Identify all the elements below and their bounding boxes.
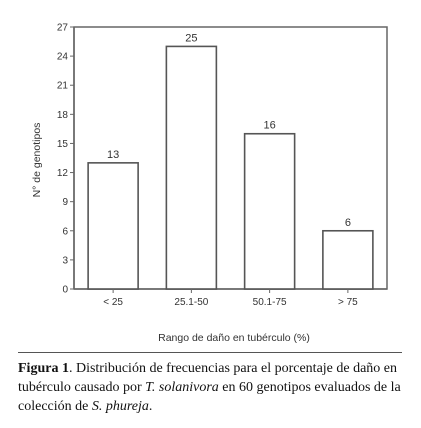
- bar-chart: 0 3 6 9 12 15 18 21 24 27 13 25 16 6 < 25 25.1-50 50.1…: [31, 23, 388, 344]
- y-tick-label: 27: [57, 23, 69, 34]
- y-ticks: 0 3 6 9 12 15 18 21 24 27: [57, 23, 74, 296]
- bar: [322, 229, 374, 290]
- bar: [243, 132, 296, 290]
- y-tick-label: 0: [62, 285, 68, 296]
- y-tick-label: 9: [62, 197, 68, 208]
- caption-rule: [18, 352, 402, 353]
- figure-caption: Figura 1. Distribución de frecuencias pa…: [18, 359, 408, 416]
- caption-species-2: S. phureja: [91, 399, 149, 414]
- x-tick-label: > 75: [338, 297, 358, 308]
- y-tick-label: 24: [57, 52, 69, 63]
- data-label: 25: [185, 32, 197, 44]
- y-tick-label: 3: [62, 255, 68, 266]
- caption-text-1: . Distribución de frecuencias para el po…: [18, 361, 398, 395]
- data-label: 6: [345, 217, 351, 229]
- x-ticks: < 25 25.1-50 50.1-75 > 75: [103, 289, 358, 308]
- x-axis-title: Rango de daño en tubérculo (%): [158, 332, 310, 344]
- caption-text-2: en 60 genotipos evaluados de la colecció…: [18, 380, 401, 414]
- y-axis-title: N° de genotipos: [31, 123, 43, 198]
- bar: [87, 162, 139, 290]
- x-tick-label: 50.1-75: [253, 297, 287, 308]
- x-tick-label: 25.1-50: [174, 297, 208, 308]
- y-tick-label: 12: [57, 168, 69, 179]
- bar: [165, 45, 218, 290]
- caption-species-1: T. solanivora: [145, 380, 219, 395]
- y-tick-label: 18: [57, 110, 69, 121]
- y-tick-label: 6: [62, 226, 68, 237]
- data-label: 13: [107, 149, 119, 161]
- caption-label: Figura 1: [18, 361, 69, 376]
- data-label: 16: [264, 120, 276, 132]
- x-tick-label: < 25: [103, 297, 123, 308]
- y-tick-label: 15: [57, 139, 69, 150]
- caption-text-3: .: [148, 399, 153, 414]
- bars: 13 25 16 6: [87, 32, 374, 290]
- y-tick-label: 21: [57, 81, 69, 92]
